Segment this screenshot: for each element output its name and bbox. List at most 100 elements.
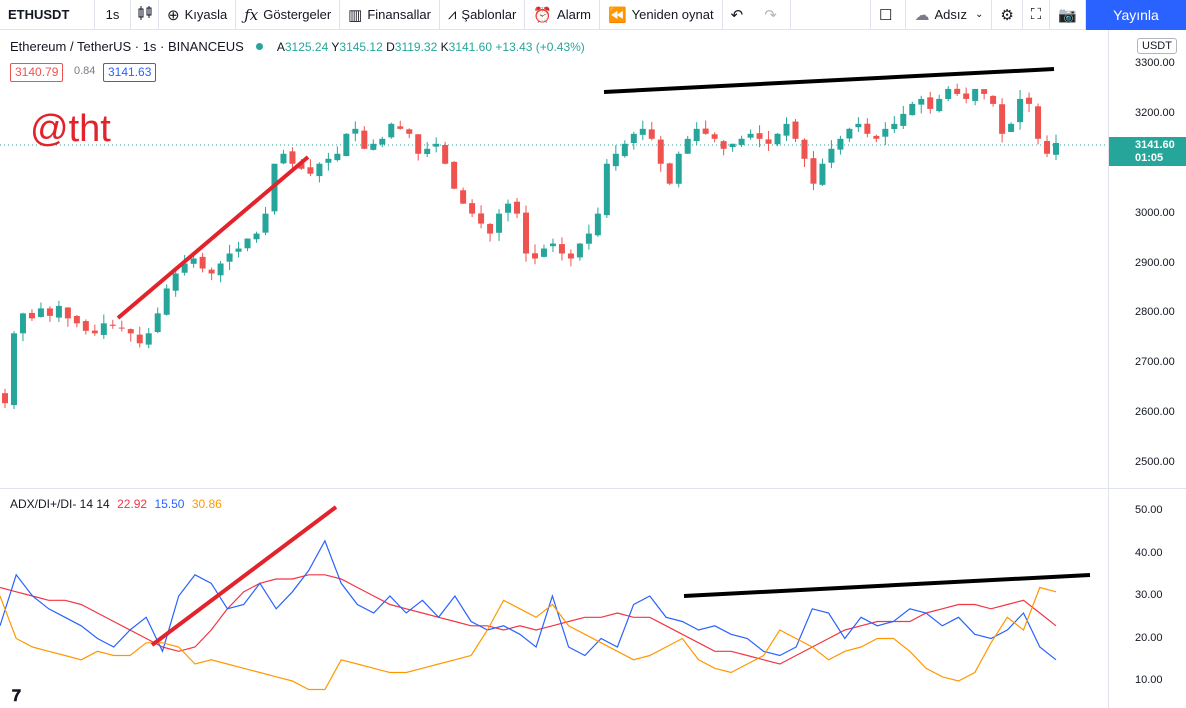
alert-label: Alarm (557, 7, 591, 22)
candle-body (1053, 143, 1059, 155)
candle-body (549, 243, 556, 247)
multi-layout-button[interactable]: ☐ (869, 0, 907, 30)
red-trendline-price[interactable] (116, 155, 310, 320)
pane-separator[interactable] (0, 488, 1186, 489)
compare-button[interactable]: ⊕ Kıyasla (159, 0, 237, 30)
candle-body (478, 213, 485, 224)
candle-body (918, 98, 925, 105)
candle-body (765, 139, 772, 144)
candle-body (262, 213, 269, 233)
candle-body (505, 203, 512, 213)
candle-body (927, 97, 934, 109)
price-tick-label: 2700.00 (1135, 356, 1175, 369)
candle-body (82, 321, 89, 331)
adx-indicator-name[interactable]: ADX/DI+/DI- 14 14 (10, 497, 110, 511)
interval-button[interactable]: 1s (95, 0, 131, 30)
currency-label[interactable]: USDT (1137, 38, 1177, 54)
fullscreen-button[interactable]: ⛶ (1023, 0, 1051, 30)
settings-icon: ⚙ (1000, 6, 1014, 24)
candle-body (145, 333, 152, 345)
financials-button[interactable]: ▥ Finansallar (340, 0, 440, 30)
spread-value: 0.84 (74, 65, 96, 77)
layout-name-button[interactable]: ☁ Adsız ⌄ (906, 0, 993, 30)
alert-button[interactable]: ⏰ Alarm (525, 0, 600, 30)
price-tick-label: 3200.00 (1135, 106, 1175, 119)
ask-price[interactable]: 3141.63 (103, 63, 157, 82)
candle-body (954, 88, 961, 94)
candle-body (630, 133, 637, 144)
candle-body (846, 128, 853, 139)
candle-body (963, 93, 970, 99)
high-value: 3145.12 (339, 39, 383, 54)
templates-icon: ⩘ (447, 6, 457, 23)
candle-body (28, 312, 35, 319)
ohlc-values: A3125.24 Y3145.12 D3119.32 K3141.60 +13.… (277, 40, 585, 54)
candle-body (702, 128, 709, 134)
red-trendline-adx[interactable] (150, 505, 338, 647)
main-legend: Ethereum / TetherUS · 1s · BINANCEUS A31… (10, 39, 585, 54)
adx-tick-label: 20.00 (1135, 631, 1163, 644)
candle-body (612, 153, 619, 167)
candle-body (469, 203, 476, 214)
plus-circle-icon: ⊕ (167, 6, 180, 24)
diplus-value: 15.50 (154, 497, 185, 511)
candlestick-series (2, 83, 1059, 410)
publish-button[interactable]: Yayınla (1086, 0, 1186, 30)
candle-body (756, 133, 763, 139)
candle-body (46, 308, 53, 316)
bar-countdown: 01:05 (1135, 152, 1164, 164)
indicators-button[interactable]: ƒx Göstergeler (236, 0, 341, 30)
high-label: Y (331, 39, 340, 54)
low-value: 3119.32 (394, 39, 438, 54)
candle-body (298, 163, 305, 169)
candle-body (289, 151, 296, 164)
di-line (0, 586, 1057, 691)
candle-body (379, 138, 386, 145)
candle-body (163, 288, 170, 315)
indicators-label: Göstergeler (263, 7, 332, 22)
symbol-search-button[interactable]: ETHUSDT (0, 0, 95, 30)
settings-button[interactable]: ⚙ (992, 0, 1023, 30)
candle-body (540, 248, 547, 257)
candle-body (810, 158, 817, 184)
candle-body (316, 163, 323, 177)
candle-body (972, 88, 979, 101)
tradingview-logo-icon[interactable]: 𝟕 (12, 688, 21, 705)
candle-body (1035, 106, 1042, 139)
bid-price[interactable]: 3140.79 (10, 63, 64, 82)
interval-label: 1s (105, 7, 120, 22)
templates-button[interactable]: ⩘ Şablonlar (440, 0, 526, 30)
replay-label: Yeniden oynat (631, 7, 714, 22)
replay-button[interactable]: ⏪ Yeniden oynat (600, 0, 723, 30)
candle-body (801, 139, 808, 159)
candle-body (361, 130, 368, 149)
candle-body (1017, 98, 1024, 123)
candle-body (190, 258, 197, 264)
market-status-dot[interactable] (255, 43, 263, 50)
candle-body (639, 128, 646, 135)
candle-body (181, 263, 188, 273)
candle-body (684, 138, 691, 154)
candle-body (37, 308, 44, 317)
black-trendline-price[interactable] (603, 67, 1055, 94)
redo-button[interactable]: ↷ (756, 0, 791, 30)
candle-body (109, 324, 116, 326)
candle-body (91, 330, 98, 334)
black-trendline-adx[interactable] (683, 573, 1091, 598)
close-value: 3141.60 (448, 39, 493, 54)
snapshot-button[interactable]: 📷 (1050, 0, 1086, 30)
candle-body (424, 148, 431, 155)
candle-body (433, 143, 440, 147)
candle-body (531, 253, 538, 259)
square-icon: ☐ (878, 6, 893, 24)
chart-type-button[interactable] (131, 0, 159, 30)
candle-body (900, 113, 907, 126)
candle-body (873, 135, 880, 139)
candle-body (648, 129, 655, 139)
close-label: K (440, 39, 449, 54)
undo-button[interactable]: ↶ (723, 0, 757, 30)
candle-body (253, 233, 260, 240)
candle-body (945, 88, 952, 99)
price-tick-label: 2600.00 (1135, 406, 1175, 419)
